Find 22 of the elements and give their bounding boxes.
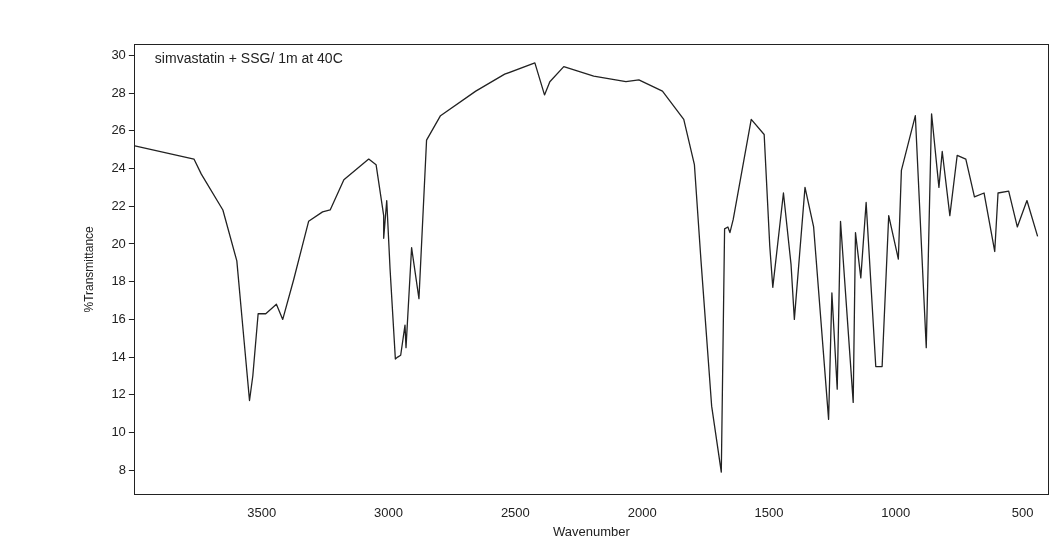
y-tick-label: 22 — [111, 197, 126, 213]
x-tick-label: 2500 — [500, 505, 530, 521]
y-tick-label: 14 — [111, 348, 126, 364]
y-tick-label: 30 — [111, 46, 126, 62]
x-tick-label: 500 — [1011, 505, 1034, 521]
annotation: simvastatin + SSG/ 1m at 40C — [154, 49, 343, 66]
y-tick-label: 28 — [111, 84, 126, 100]
x-tick-label: 2000 — [627, 505, 657, 521]
y-axis-title: %Transmittance — [81, 225, 96, 313]
y-tick-label: 8 — [118, 461, 126, 477]
x-tick-label: 1000 — [881, 505, 911, 521]
x-axis-title: Wavenumber — [553, 523, 631, 539]
y-tick-label: 20 — [111, 235, 126, 251]
y-tick-label: 10 — [111, 424, 126, 440]
y-tick-label: 24 — [111, 160, 126, 176]
x-tick-label: 3000 — [374, 505, 403, 521]
x-tick-label: 3500 — [247, 505, 277, 521]
x-tick-label: 1500 — [754, 505, 784, 521]
y-tick-label: 18 — [111, 273, 126, 289]
y-tick-label: 16 — [111, 310, 126, 326]
y-tick-label: 26 — [111, 122, 126, 138]
y-tick-label: 12 — [111, 386, 126, 402]
